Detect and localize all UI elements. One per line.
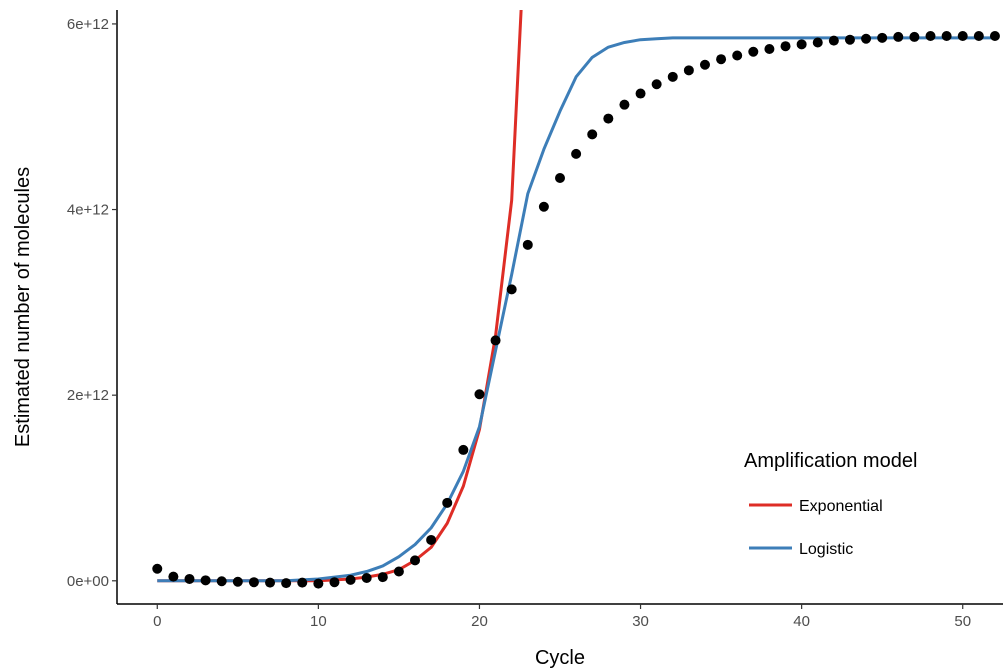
data-point (732, 50, 743, 61)
series-line-exponential (157, 10, 523, 583)
legend-item-logistic: Logistic (749, 541, 853, 558)
data-point (281, 578, 292, 589)
data-point (651, 79, 662, 90)
x-tick-label: 0 (153, 613, 161, 630)
series-line-logistic (157, 36, 995, 583)
data-point (989, 30, 1000, 41)
data-point (893, 31, 904, 42)
data-point (780, 41, 791, 52)
data-point (828, 35, 839, 46)
data-point (699, 59, 710, 70)
data-point (683, 65, 694, 76)
x-tick-label: 50 (954, 613, 971, 630)
data-point (393, 566, 404, 577)
data-point (603, 113, 614, 124)
data-point (232, 576, 243, 587)
x-axis-ticks: 0 10 20 30 40 50 (153, 604, 971, 630)
data-point (265, 577, 276, 588)
data-point (184, 573, 195, 584)
data-point (410, 555, 421, 566)
data-point (716, 54, 727, 65)
data-point (313, 578, 324, 589)
plot-panel (152, 10, 1000, 589)
data-point (377, 572, 388, 583)
legend: Amplification model Exponential Logistic (744, 450, 917, 558)
data-point (973, 30, 984, 41)
data-point (909, 31, 920, 42)
data-point (538, 201, 549, 212)
data-point (297, 577, 308, 588)
y-tick-label: 0e+00 (67, 573, 109, 590)
x-tick-label: 20 (471, 613, 488, 630)
data-point (200, 575, 211, 586)
x-tick-label: 40 (793, 613, 810, 630)
x-tick-label: 10 (310, 613, 327, 630)
data-point (796, 39, 807, 50)
y-tick-label: 6e+12 (67, 16, 109, 33)
data-point (877, 32, 888, 43)
legend-label-logistic: Logistic (799, 541, 853, 558)
data-point (635, 88, 646, 99)
data-point (957, 30, 968, 41)
data-point (619, 99, 630, 110)
data-point (764, 43, 775, 54)
legend-title: Amplification model (744, 450, 917, 472)
data-point (925, 30, 936, 41)
data-point (506, 284, 517, 295)
data-point (442, 497, 453, 508)
series-layer (157, 10, 995, 583)
data-point (168, 571, 179, 582)
data-point (490, 335, 501, 346)
data-point (474, 389, 485, 400)
data-point (667, 71, 678, 82)
legend-item-exponential: Exponential (749, 498, 883, 515)
y-axis-ticks: 0e+00 2e+12 4e+12 6e+12 (67, 16, 117, 590)
data-point (844, 34, 855, 45)
data-point (248, 577, 259, 588)
y-tick-label: 2e+12 (67, 387, 109, 404)
data-point (216, 576, 227, 587)
data-point (941, 30, 952, 41)
x-axis-title: Cycle (535, 647, 585, 668)
data-point (345, 574, 356, 585)
data-point (458, 444, 469, 455)
data-point (152, 563, 163, 574)
y-axis-title: Estimated number of molecules (12, 167, 34, 447)
points-layer (152, 30, 1000, 589)
data-point (522, 239, 533, 250)
data-point (861, 33, 872, 44)
data-point (748, 46, 759, 57)
data-point (426, 534, 437, 545)
data-point (571, 148, 582, 159)
data-point (361, 573, 372, 584)
data-point (555, 172, 565, 183)
data-point (329, 577, 340, 588)
legend-label-exponential: Exponential (799, 498, 883, 515)
x-tick-label: 30 (632, 613, 649, 630)
data-point (587, 129, 598, 140)
data-point (812, 37, 823, 48)
y-tick-label: 4e+12 (67, 202, 109, 219)
